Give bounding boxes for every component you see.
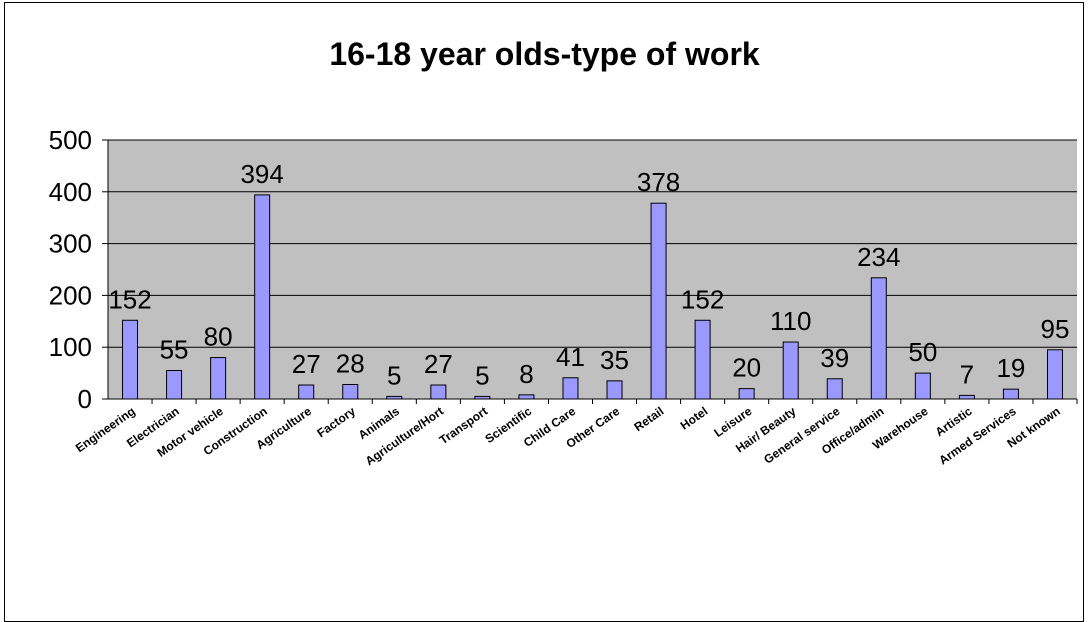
data-label: 27 xyxy=(292,349,321,379)
bar xyxy=(870,277,887,400)
bar xyxy=(298,384,315,400)
bar xyxy=(606,380,623,400)
data-label: 35 xyxy=(600,345,629,375)
x-category-label: General service xyxy=(761,404,843,467)
y-tick-label: 500 xyxy=(49,125,92,155)
bar xyxy=(1002,388,1019,400)
x-category-label: Agriculture/Hort xyxy=(363,404,446,468)
data-label: 39 xyxy=(820,343,849,373)
data-label: 152 xyxy=(108,284,151,314)
bar xyxy=(210,357,227,400)
bar xyxy=(562,377,579,400)
bar xyxy=(782,341,799,400)
data-label: 5 xyxy=(387,360,401,390)
x-category-label: Armed Services xyxy=(936,404,1019,468)
bar xyxy=(958,394,975,400)
chart-title: 16-18 year olds-type of work xyxy=(329,36,760,72)
bar xyxy=(1046,349,1063,400)
y-tick-label: 0 xyxy=(78,384,92,414)
bar xyxy=(650,202,667,400)
data-label: 378 xyxy=(637,167,680,197)
data-label: 110 xyxy=(770,306,811,336)
data-label: 8 xyxy=(519,359,533,389)
bar xyxy=(122,319,139,400)
x-category-label: Transport xyxy=(437,404,490,447)
bar xyxy=(826,378,843,400)
bar xyxy=(166,370,183,400)
y-tick-label: 300 xyxy=(49,229,92,259)
x-category-label: Hotel xyxy=(678,404,711,433)
data-label: 27 xyxy=(424,349,453,379)
data-label: 80 xyxy=(204,322,233,352)
bar xyxy=(342,383,359,400)
data-label: 50 xyxy=(908,337,937,367)
y-tick-label: 100 xyxy=(49,332,92,362)
data-label: 55 xyxy=(160,335,189,365)
data-label: 41 xyxy=(556,342,585,372)
data-label: 5 xyxy=(475,360,489,390)
x-category-label: Factory xyxy=(314,404,358,441)
data-label: 7 xyxy=(960,359,974,389)
bar xyxy=(694,319,711,400)
bars xyxy=(122,194,1063,400)
y-tick-label: 200 xyxy=(49,280,92,310)
data-label: 95 xyxy=(1041,314,1070,344)
bar xyxy=(518,394,535,400)
bar xyxy=(914,372,931,400)
data-label: 394 xyxy=(240,159,283,189)
data-label: 152 xyxy=(681,284,724,314)
bar xyxy=(738,388,755,400)
data-label: 234 xyxy=(857,242,900,272)
data-label: 19 xyxy=(996,353,1025,383)
x-category-label: Retail xyxy=(631,404,666,434)
y-tick-label: 400 xyxy=(49,177,92,207)
y-axis: 0 100 200 300 400 500 xyxy=(49,125,109,414)
data-label: 20 xyxy=(732,353,761,383)
bar xyxy=(430,384,447,400)
data-label: 28 xyxy=(336,348,365,378)
bar xyxy=(254,194,271,400)
